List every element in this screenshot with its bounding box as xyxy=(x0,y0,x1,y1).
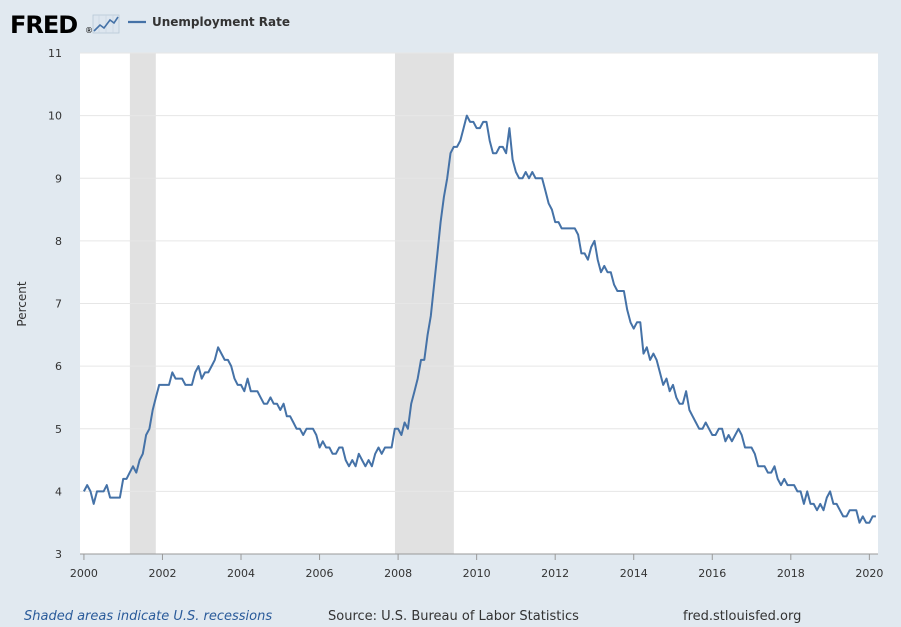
y-tick-label-4: 4 xyxy=(55,485,62,498)
x-axis-ticks: 2000 2002 2004 2006 2008 2010 2012 2014 2016 2018… xyxy=(70,553,883,580)
x-tick-label-2016: 2016 xyxy=(698,567,726,580)
x-tick-label-2004: 2004 xyxy=(227,567,255,580)
fred-logo-registered: ® xyxy=(85,26,93,35)
x-tick-label-2018: 2018 xyxy=(777,567,805,580)
y-tick-label-6: 6 xyxy=(55,360,62,373)
source-text: Source: U.S. Bureau of Labor Statistics xyxy=(328,609,579,624)
site-link[interactable]: fred.stlouisfed.org xyxy=(683,609,801,624)
series-layer xyxy=(83,114,876,524)
y-tick-label-10: 10 xyxy=(48,110,62,123)
y-tick-label-3: 3 xyxy=(55,548,62,561)
x-tick-label-2000: 2000 xyxy=(70,567,98,580)
y-axis-ticks: 3 4 5 6 7 8 9 10 11 xyxy=(48,47,62,561)
y-tick-label-11: 11 xyxy=(48,47,62,60)
y-tick-label-9: 9 xyxy=(55,172,62,185)
x-tick-label-2006: 2006 xyxy=(306,567,334,580)
x-tick-label-2010: 2010 xyxy=(463,567,491,580)
x-tick-label-2008: 2008 xyxy=(384,567,412,580)
y-axis-label: Percent xyxy=(15,281,29,326)
y-tick-label-7: 7 xyxy=(55,298,62,311)
fred-logo[interactable]: FRED ® xyxy=(10,11,120,39)
x-tick-label-2012: 2012 xyxy=(541,567,569,580)
x-tick-label-2020: 2020 xyxy=(855,567,883,580)
legend: Unemployment Rate xyxy=(128,15,290,29)
x-tick-label-2002: 2002 xyxy=(148,567,176,580)
fred-logo-text: FRED xyxy=(10,11,77,39)
series-line-unemployment-rate xyxy=(83,114,876,524)
x-tick-label-2014: 2014 xyxy=(620,567,648,580)
legend-label: Unemployment Rate xyxy=(152,15,290,29)
y-tick-label-8: 8 xyxy=(55,235,62,248)
y-tick-label-5: 5 xyxy=(55,423,62,436)
recession-note: Shaded areas indicate U.S. recessions xyxy=(24,609,272,624)
fred-logo-chart-icon xyxy=(92,14,120,34)
